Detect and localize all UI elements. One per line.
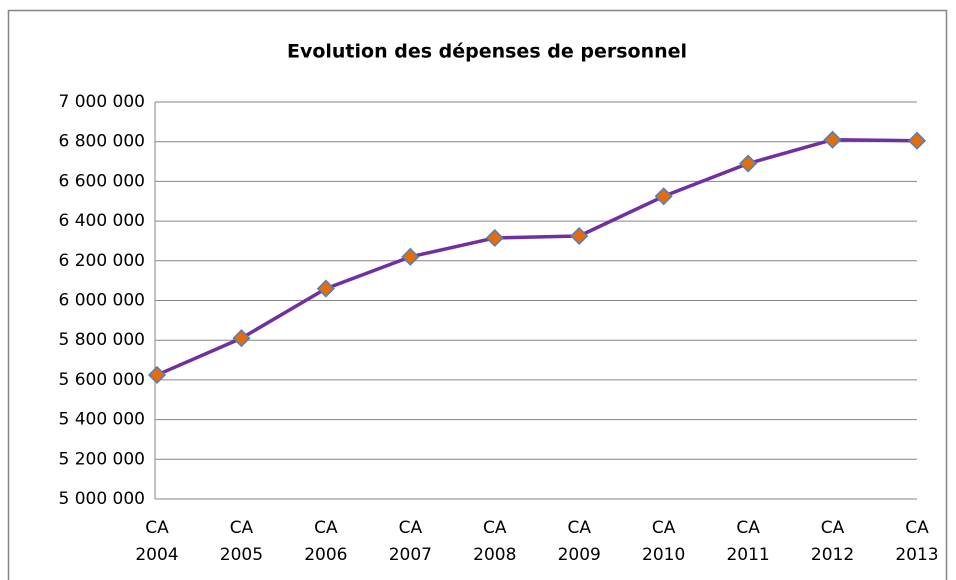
line-series [156, 137, 918, 377]
marker [823, 130, 842, 149]
x-tick-label: CA 2007 [388, 518, 432, 565]
y-tick-label: 6 000 000 [58, 291, 145, 311]
y-tick-label: 5 400 000 [58, 410, 145, 430]
x-tick-label: CA 2004 [135, 518, 179, 565]
y-tick-label: 6 600 000 [58, 171, 145, 191]
marker [316, 279, 335, 298]
y-tick-label: 6 800 000 [58, 132, 145, 152]
marker [654, 187, 673, 206]
y-tick-label: 5 200 000 [58, 449, 145, 469]
marker [739, 154, 758, 173]
y-tick-label: 6 200 000 [58, 251, 145, 271]
y-tick-label: 5 600 000 [58, 370, 145, 390]
x-tick-label: CA 2013 [895, 518, 939, 565]
y-tick-label: 5 000 000 [58, 489, 145, 509]
chart-title: Evolution des dépenses de personnel [287, 41, 687, 63]
x-tick-label: CA 2010 [642, 518, 686, 565]
chart-frame [7, 9, 948, 580]
marker [232, 329, 251, 348]
x-tick-label: CA 2012 [810, 518, 855, 565]
x-tick-label: CA 2011 [726, 518, 770, 565]
marker [401, 247, 420, 266]
y-tick-label: 5 800 000 [58, 330, 145, 350]
marker [570, 226, 589, 246]
y-tick-label: 6 400 000 [58, 211, 145, 231]
x-tick-label: CA 2009 [557, 518, 601, 565]
marker [485, 228, 504, 248]
x-tick-label: CA 2006 [304, 518, 348, 565]
y-tick-label: 7 000 000 [58, 92, 145, 112]
x-tick-label: CA 2005 [219, 518, 264, 565]
marker [907, 131, 927, 150]
marker [147, 365, 167, 384]
x-tick-label: CA 2008 [473, 518, 517, 565]
